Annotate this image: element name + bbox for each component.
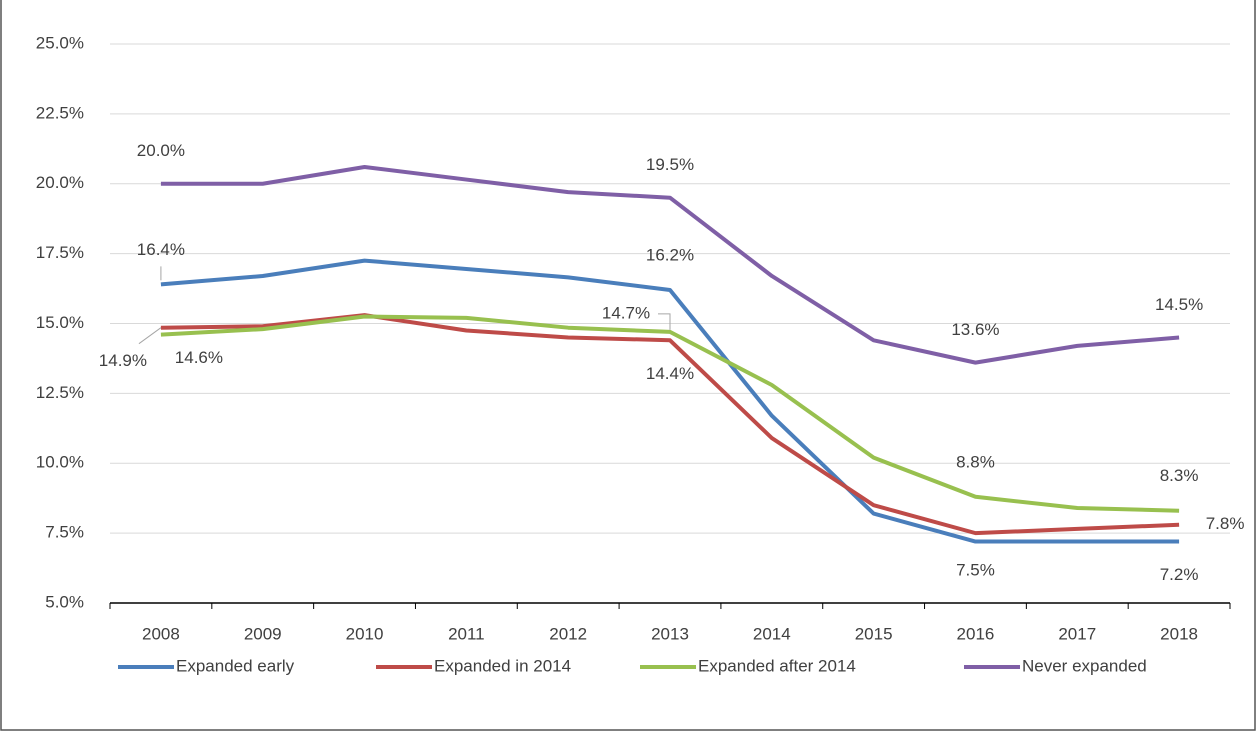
x-tick-label: 2010 [346, 624, 384, 643]
y-tick-label: 10.0% [36, 453, 84, 472]
data-label: 7.8% [1206, 514, 1245, 533]
series-line [160, 258, 1180, 544]
data-label: 16.2% [646, 245, 694, 264]
data-label: 7.5% [956, 561, 995, 580]
x-tick-label: 2013 [651, 624, 689, 643]
series-line [160, 314, 1180, 513]
x-tick-label: 2009 [244, 624, 282, 643]
data-label: 13.6% [951, 320, 999, 339]
data-label: 8.3% [1160, 466, 1199, 485]
y-tick-label: 22.5% [36, 103, 84, 122]
y-tick-label: 25.0% [36, 33, 84, 52]
y-tick-label: 17.5% [36, 243, 84, 262]
legend-label: Expanded early [176, 656, 295, 675]
data-label: 14.4% [646, 364, 694, 383]
x-tick-label: 2012 [549, 624, 587, 643]
y-tick-label: 5.0% [45, 592, 84, 611]
data-label: 14.9% [99, 351, 147, 370]
data-label: 14.5% [1155, 295, 1203, 314]
data-label: 16.4% [137, 240, 185, 259]
data-label: 14.7% [602, 303, 650, 322]
x-tick-label: 2017 [1058, 624, 1096, 643]
legend-label: Expanded after 2014 [698, 656, 856, 675]
legend-label: Never expanded [1022, 656, 1147, 675]
x-tick-label: 2008 [142, 624, 180, 643]
data-label: 8.8% [956, 452, 995, 471]
x-tick-label: 2016 [957, 624, 995, 643]
data-label: 7.2% [1160, 565, 1199, 584]
x-tick-label: 2018 [1160, 624, 1198, 643]
data-label: 20.0% [137, 141, 185, 160]
x-tick-label: 2014 [753, 624, 791, 643]
y-tick-label: 7.5% [45, 523, 84, 542]
data-label: 19.5% [646, 155, 694, 174]
leader-line [658, 313, 671, 330]
y-tick-label: 12.5% [36, 383, 84, 402]
series-line [160, 164, 1180, 365]
legend-label: Expanded in 2014 [434, 656, 571, 675]
y-tick-label: 20.0% [36, 173, 84, 192]
y-tick-label: 15.0% [36, 313, 84, 332]
leader-line [138, 327, 162, 345]
data-label: 14.6% [175, 348, 223, 367]
x-tick-label: 2015 [855, 624, 893, 643]
x-tick-label: 2011 [448, 624, 485, 643]
